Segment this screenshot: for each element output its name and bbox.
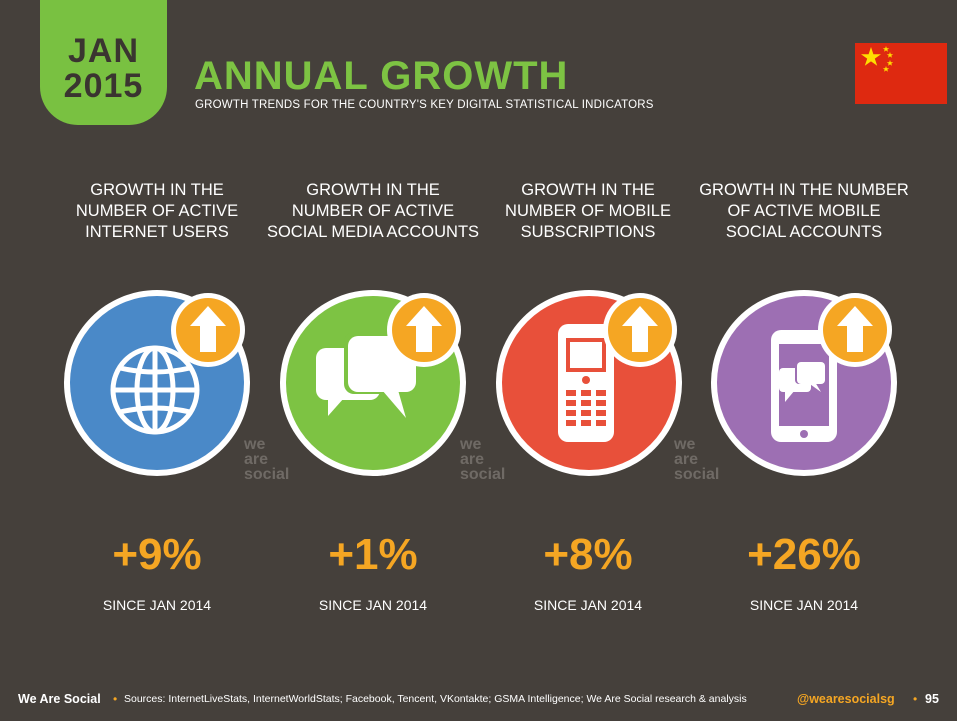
column-heading-internet-users: GROWTH IN THE NUMBER OF ACTIVE INTERNET … xyxy=(42,180,272,243)
watermark-line: are xyxy=(244,451,269,468)
up-arrow-badge-icon xyxy=(171,293,245,367)
heading-line: NUMBER OF ACTIVE xyxy=(75,202,239,220)
footer-handle[interactable]: @wearesocialsg xyxy=(797,692,895,706)
smartphone-chat-icon xyxy=(771,330,837,442)
watermark-line: are xyxy=(460,451,485,468)
up-arrow-badge-icon xyxy=(818,293,892,367)
footer-bullet: • xyxy=(113,692,118,706)
heading-line: GROWTH IN THE xyxy=(521,181,655,199)
column-heading-mobile-social: GROWTH IN THE NUMBER OF ACTIVE MOBILE SO… xyxy=(689,180,919,243)
watermark-line: are xyxy=(674,451,699,468)
mobile-social-circle xyxy=(709,288,899,478)
since-label: SINCE JAN 2014 xyxy=(102,597,212,613)
badge-year: 2015 xyxy=(63,67,144,105)
page-subtitle: GROWTH TRENDS FOR THE COUNTRY'S KEY DIGI… xyxy=(195,99,654,111)
column-heading-social-accounts: GROWTH IN THE NUMBER OF ACTIVE SOCIAL ME… xyxy=(258,180,488,243)
we-are-social-watermark: we are social xyxy=(244,436,290,483)
heading-line: OF ACTIVE MOBILE xyxy=(727,202,881,220)
watermark-line: social xyxy=(460,466,506,483)
footer-bullet: • xyxy=(913,692,918,706)
since-label: SINCE JAN 2014 xyxy=(533,597,643,613)
mobile-subscriptions-circle xyxy=(494,288,684,478)
since-label: SINCE JAN 2014 xyxy=(318,597,428,613)
page-title: ANNUAL GROWTH xyxy=(194,54,569,98)
badge-month: JAN xyxy=(67,32,140,70)
footer-brand: We Are Social xyxy=(18,692,101,706)
up-arrow-badge-icon xyxy=(387,293,461,367)
watermark-line: we xyxy=(674,436,696,453)
footer: We Are Social • Sources: InternetLiveSta… xyxy=(0,689,957,711)
heading-line: NUMBER OF ACTIVE xyxy=(291,202,455,220)
watermark-line: social xyxy=(674,466,720,483)
we-are-social-watermark: we are social xyxy=(460,436,506,483)
heading-line: GROWTH IN THE xyxy=(90,181,224,199)
heading-line: GROWTH IN THE xyxy=(306,181,440,199)
heading-line: SOCIAL ACCOUNTS xyxy=(725,223,883,241)
china-flag-icon xyxy=(855,43,947,104)
up-arrow-badge-icon xyxy=(603,293,677,367)
mobile-subscriptions-growth-value: +8% xyxy=(543,530,633,579)
heading-line: INTERNET USERS xyxy=(85,223,229,241)
page-number: 95 xyxy=(925,692,939,706)
date-badge: JAN 2015 xyxy=(40,0,167,125)
mobile-social-growth-value: +26% xyxy=(747,530,861,579)
column-heading-mobile-subscriptions: GROWTH IN THE NUMBER OF MOBILE SUBSCRIPT… xyxy=(473,180,703,243)
social-accounts-circle xyxy=(278,288,468,478)
watermark-line: we xyxy=(244,436,266,453)
internet-users-circle xyxy=(62,288,252,478)
watermark-line: social xyxy=(244,466,290,483)
heading-line: NUMBER OF MOBILE xyxy=(505,202,671,220)
social-accounts-growth-value: +1% xyxy=(328,530,418,579)
globe-icon xyxy=(110,345,200,435)
since-label: SINCE JAN 2014 xyxy=(749,597,859,613)
heading-line: SUBSCRIPTIONS xyxy=(520,223,656,241)
we-are-social-watermark: we are social xyxy=(674,436,720,483)
internet-users-growth-value: +9% xyxy=(112,530,202,579)
footer-sources: Sources: InternetLiveStats, InternetWorl… xyxy=(124,693,747,705)
heading-line: GROWTH IN THE NUMBER xyxy=(699,181,909,199)
heading-line: SOCIAL MEDIA ACCOUNTS xyxy=(266,223,480,241)
mobile-phone-icon xyxy=(558,324,614,442)
watermark-line: we xyxy=(460,436,482,453)
